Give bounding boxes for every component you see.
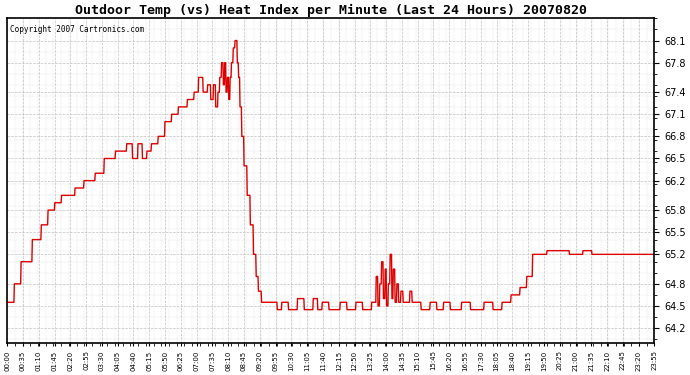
Title: Outdoor Temp (vs) Heat Index per Minute (Last 24 Hours) 20070820: Outdoor Temp (vs) Heat Index per Minute … (75, 4, 586, 17)
Text: Copyright 2007 Cartronics.com: Copyright 2007 Cartronics.com (10, 25, 144, 34)
